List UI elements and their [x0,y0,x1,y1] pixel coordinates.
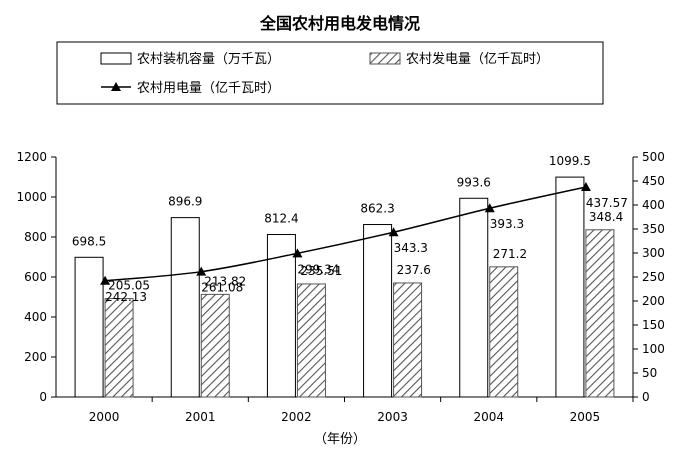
capacity-bar [459,197,489,398]
generation-bar [585,229,615,398]
consumption-point [580,181,591,191]
consumption-line [100,181,591,285]
right-tick-label: 150 [642,318,665,332]
legend-frame [56,41,604,105]
capacity-bars [74,176,585,398]
consumption-value-label: 343.3 [394,241,428,255]
capacity-bar [363,224,393,398]
legend-swatch-capacity [100,52,132,65]
generation-bar [489,266,519,398]
right-tick-label: 350 [642,222,665,236]
right-tick-label: 400 [642,198,665,212]
left-tick-label: 1000 [16,190,47,204]
generation-value-label: 205.05 [108,279,150,293]
legend-marker-consumption [111,82,121,91]
x-tick-label: 2002 [281,410,312,424]
right-tick-label: 0 [642,390,650,404]
generation-value-label: 235.51 [300,264,342,278]
data-labels: 698.5 205.05 896.9 213.82 812.4 235.51 862.3 23… [72,154,628,304]
consumption-point [388,227,399,237]
right-tick-label: 300 [642,246,665,260]
x-tick-label: 2000 [89,410,120,424]
axes: 0 200 400 600 800 1000 1200 0 50 100 150 200 250 300 3… [16,150,664,424]
right-tick-label: 500 [642,150,665,164]
capacity-value-label: 993.6 [457,175,491,189]
generation-value-label: 271.2 [493,247,527,261]
x-tick-label: 2001 [185,410,216,424]
generation-bars [104,229,615,398]
legend-swatch-generation [369,52,401,65]
capacity-value-label: 698.5 [72,234,106,248]
generation-value-label: 237.6 [397,263,431,277]
consumption-line-path [105,186,587,282]
right-tick-label: 100 [642,342,665,356]
right-tick-label: 200 [642,294,665,308]
left-tick-label: 800 [24,230,47,244]
x-tick-label: 2003 [377,410,408,424]
consumption-value-label: 437.57 [586,196,628,210]
legend-label-generation: 农村发电量（亿千瓦时） [406,51,549,67]
consumption-point [196,266,207,276]
x-tick-label: 2005 [570,410,601,424]
chart-title: 全国农村用电发电情况 [259,14,420,33]
x-axis-label: （年份） [314,432,366,447]
capacity-value-label: 896.9 [168,195,202,209]
consumption-point [292,248,303,258]
consumption-value-label: 299.34 [297,262,339,276]
capacity-value-label: 812.4 [264,212,298,226]
generation-bar [393,282,423,398]
capacity-bar [555,176,585,398]
right-tick-label: 450 [642,174,665,188]
generation-value-label: 348.4 [589,210,623,224]
capacity-bar [266,234,296,398]
legend-label-capacity: 农村装机容量（万千瓦） [137,51,280,67]
left-tick-label: 0 [39,390,47,404]
capacity-bar [170,217,200,398]
left-tick-label: 600 [24,270,47,284]
generation-bar [296,283,326,398]
consumption-point [484,203,495,213]
legend: 农村装机容量（万千瓦） 农村发电量（亿千瓦时） 农村用电量（亿千瓦时） [56,41,604,105]
left-tick-label: 1200 [16,150,47,164]
left-tick-label: 400 [24,310,47,324]
x-tick-label: 2004 [473,410,504,424]
legend-label-consumption: 农村用电量（亿千瓦时） [137,81,280,96]
consumption-value-label: 242.13 [105,290,147,304]
capacity-value-label: 1099.5 [549,154,591,168]
consumption-value-label: 261.08 [201,281,243,295]
generation-bar [104,298,134,398]
consumption-point [100,275,111,285]
capacity-value-label: 862.3 [360,202,394,216]
generation-value-label: 213.82 [204,274,246,288]
right-tick-label: 50 [642,366,657,380]
consumption-value-label: 393.3 [490,217,524,231]
right-tick-label: 250 [642,270,665,284]
capacity-bar [74,256,104,398]
left-tick-label: 200 [24,350,47,364]
generation-bar [200,293,230,398]
